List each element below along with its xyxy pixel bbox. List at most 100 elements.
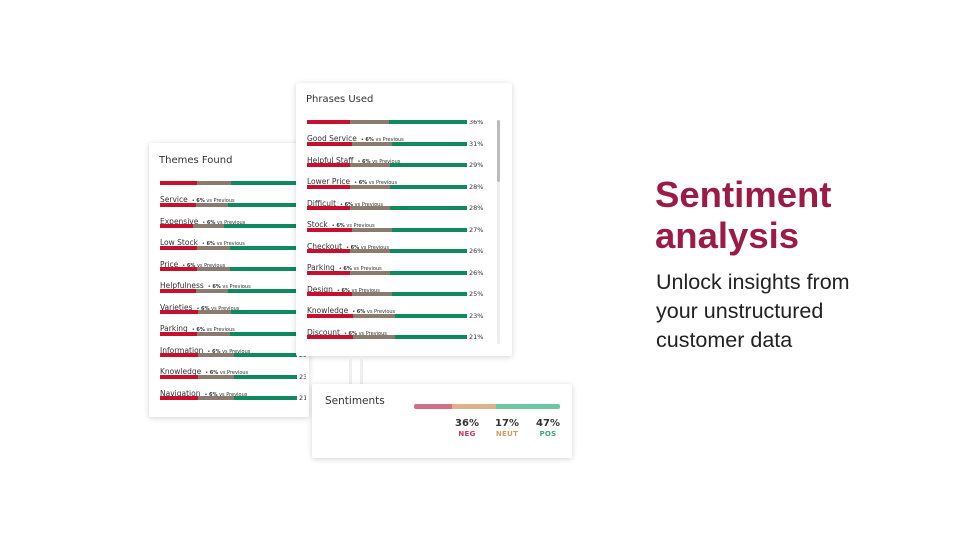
sentiment-bar-negative	[160, 396, 199, 400]
neutral-value: 17%	[495, 418, 519, 429]
sentiment-bar-negative	[307, 292, 352, 296]
percent-label: 26%	[469, 268, 484, 277]
delta-text: • 6% vs Previous	[207, 284, 251, 290]
delta-text: • 6% vs Previous	[191, 198, 235, 204]
headline-line-2: analysis	[655, 215, 800, 256]
list-item[interactable]: 27Varieties• 6% vs Previous	[160, 287, 306, 314]
sentiment-bar-positive	[229, 331, 297, 336]
delta-value: 6%	[206, 241, 215, 247]
connector-line	[360, 356, 363, 384]
delta-value: 6%	[344, 201, 354, 208]
list-item[interactable]: 23%Navigation• 6% vs Previous	[160, 373, 306, 398]
headline-line-1: Sentiment	[655, 174, 832, 215]
delta-suffix: vs Previous	[196, 262, 226, 269]
item-label: Discount • 6% vs Previous	[307, 320, 387, 339]
delta-text: • 6% vs Previous	[207, 348, 251, 355]
list-item[interactable]: 28% Difficult • 6% vs Previous	[307, 183, 497, 210]
list-item[interactable]: 31% Helpful Staff • 6% vs Previous	[307, 140, 497, 167]
sentiment-bar-positive	[228, 202, 297, 207]
sentiment-bar-neutral	[351, 141, 392, 146]
sentiment-bar	[160, 331, 297, 336]
delta-value: 6%	[341, 287, 350, 294]
list-item[interactable]: 25%Knowledge• 6% vs Previous	[307, 290, 497, 315]
percent-label: 23%	[469, 311, 484, 320]
sentiment-bar-neutral	[192, 224, 225, 228]
item-name: Helpful Staff	[307, 155, 354, 165]
list-item[interactable]: Expensive • 6% vs Previous	[160, 202, 306, 226]
delta-text: • 6% vs Previous	[331, 223, 375, 229]
sentiment-bar-negative	[160, 202, 196, 207]
delta-text: • 6% vs Previous	[340, 201, 383, 208]
sentiment-bar	[160, 396, 297, 400]
delta-value: 6%	[365, 137, 374, 143]
negative-value: 36%	[455, 418, 479, 429]
list-item[interactable]: 26%Parking• 6% vs Previous	[160, 308, 306, 333]
delta-value: 6%	[211, 348, 221, 355]
list-item[interactable]: Service • 6% vs Previous	[160, 181, 306, 204]
connector-line	[349, 356, 352, 384]
delta-suffix: vs Previous	[217, 219, 246, 226]
negative-label: NEG	[458, 430, 476, 438]
list-item[interactable]: 2Price• 6% vs Previous	[160, 244, 306, 269]
delta-text: • 6% vs Previous	[338, 266, 382, 272]
sentiment-bar	[160, 353, 297, 357]
sentiment-bar-neutral	[196, 331, 230, 336]
delta-suffix: vs Previous	[351, 287, 380, 294]
item-name: Service	[160, 195, 188, 204]
list-item[interactable]: 25%Knowledge• 6% vs Previous	[160, 351, 306, 376]
list-item[interactable]: 26% Design • 6% vs Previous	[307, 268, 497, 294]
delta-suffix: vs Previous	[211, 305, 240, 312]
positive-label: POS	[539, 430, 557, 438]
delta-suffix: vs Previous	[360, 244, 390, 251]
sentiment-bar-negative	[160, 353, 199, 357]
sentiment-bar-negative	[160, 181, 197, 185]
list-item[interactable]: 21% Steps	[307, 333, 497, 344]
item-label: Varieties • 6% vs Previous	[160, 295, 239, 314]
delta-suffix: vs Previous	[222, 284, 251, 290]
list-item[interactable]: 28% Stock • 6% vs Previous	[307, 204, 497, 229]
delta-text: • 6% vs Previous	[182, 262, 226, 269]
sentiment-bar-positive	[233, 353, 297, 357]
phrases-scrollbar-thumb[interactable]	[497, 120, 500, 182]
sentiment-bar-negative	[160, 245, 197, 250]
item-label: Helpful Staff • 6% vs Previous	[307, 148, 400, 167]
list-item[interactable]: 26%Information• 6% vs Previous	[160, 330, 306, 355]
list-item[interactable]: 26%Parking• 6% vs Previous	[307, 247, 497, 272]
sentiment-bar-negative	[307, 184, 351, 189]
sentiment-bar	[307, 206, 467, 210]
list-item[interactable]: 23% Discount • 6% vs Previous	[307, 311, 497, 339]
sentiment-bar	[160, 224, 297, 228]
sentiment-bar-negative	[307, 313, 354, 318]
sentiment-bar-positive	[228, 288, 297, 293]
phrases-used-title: Phrases Used	[306, 94, 374, 105]
sentiment-bar	[307, 184, 467, 189]
item-name: Parking	[307, 263, 335, 272]
sentiment-bar	[307, 141, 467, 146]
list-item[interactable]: 27% Checkout • 6% vs Previous	[307, 225, 497, 251]
sentiment-bar-negative	[307, 120, 351, 124]
sentiment-bar-neutral	[196, 267, 230, 271]
item-label: Difficult • 6% vs Previous	[307, 191, 383, 210]
sentiment-bar-neutral	[350, 120, 389, 124]
themes-list[interactable]: Service • 6% vs Previous Expensive • 6% vs …	[160, 181, 306, 407]
list-item[interactable]: 2Helpfulness• 6% vs Previous	[160, 265, 306, 290]
phrases-list[interactable]: 36% Good Service • 6% vs Previous 31% Helpfu…	[307, 120, 497, 344]
delta-text: • 6% vs Previous	[357, 158, 401, 165]
percent-label: 27%	[469, 225, 484, 234]
list-item[interactable]: 36% Good Service • 6% vs Previous	[307, 120, 497, 143]
positive-stat: 47% POS	[528, 418, 568, 438]
delta-suffix: vs Previous	[353, 266, 382, 272]
delta-text: • 6% vs Previous	[360, 137, 404, 143]
list-item[interactable]: 29% Lower Price • 6% vs Previous	[307, 161, 497, 186]
delta-text: • 6% vs Previous	[354, 180, 398, 186]
sentiment-bar-positive	[229, 245, 297, 250]
list-item[interactable]: 21% Steps	[160, 394, 306, 407]
subheadline-line-2: your unstructured	[656, 299, 824, 323]
neutral-label: NEUT	[495, 430, 519, 438]
sentiment-bar-positive	[231, 310, 297, 314]
list-item[interactable]: Low Stock • 6% vs Previous	[160, 224, 306, 247]
sentiment-bar-positive	[391, 292, 467, 296]
positive-value: 47%	[536, 418, 560, 429]
delta-suffix: vs Previous	[368, 180, 398, 186]
phrases-scrollbar[interactable]	[497, 120, 500, 344]
